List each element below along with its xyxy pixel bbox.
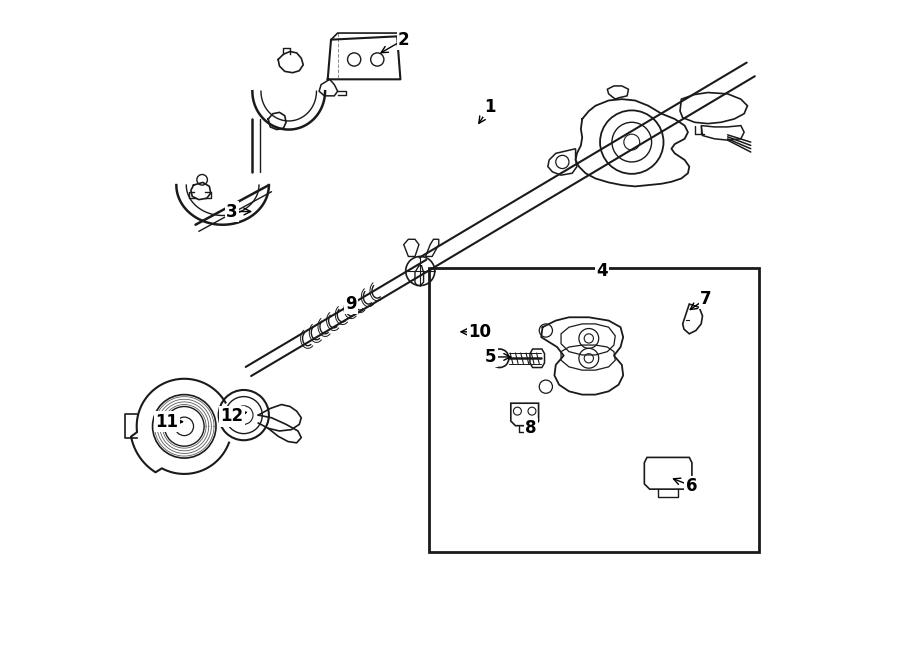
Text: 10: 10 bbox=[468, 323, 491, 341]
Text: 9: 9 bbox=[345, 295, 356, 313]
Text: 2: 2 bbox=[398, 30, 410, 49]
Text: 5: 5 bbox=[485, 348, 497, 366]
Text: 1: 1 bbox=[484, 98, 495, 116]
Text: 6: 6 bbox=[686, 477, 697, 495]
Text: 12: 12 bbox=[220, 407, 243, 426]
Text: 11: 11 bbox=[156, 412, 178, 431]
Text: 7: 7 bbox=[700, 290, 712, 308]
Text: 4: 4 bbox=[596, 262, 608, 280]
Text: 3: 3 bbox=[226, 202, 238, 221]
Text: 8: 8 bbox=[525, 419, 536, 438]
Bar bbox=[428, 268, 760, 552]
